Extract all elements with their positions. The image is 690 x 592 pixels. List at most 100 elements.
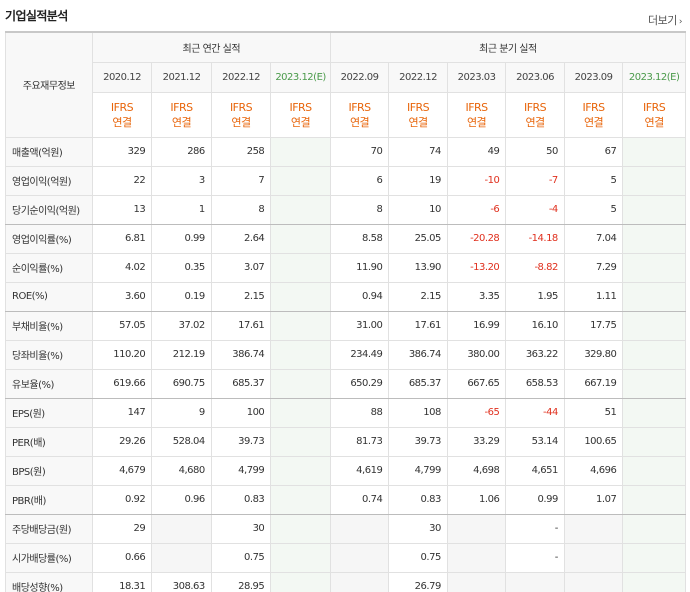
table-cell: -6	[446, 194, 507, 225]
table-cell: 18.31	[91, 571, 153, 592]
table-cell: 6	[329, 165, 390, 196]
table-cell: 329	[91, 136, 153, 167]
table-cell: 88	[329, 397, 390, 428]
table-cell: 0.99	[505, 484, 565, 515]
table-cell	[270, 281, 331, 312]
table-cell: 0.19	[151, 281, 212, 312]
table-cell	[622, 281, 686, 312]
table-cell: 29	[91, 513, 153, 544]
row-label: 주당배당금(원)	[5, 513, 93, 544]
basis-standard: IFRS	[229, 100, 253, 114]
table-cell: 329.80	[563, 339, 624, 370]
table-cell	[329, 542, 390, 573]
table-row: 당좌비율(%) 110.20 212.19 386.74 234.49 386.74 380…	[5, 339, 686, 370]
table-cell: 17.61	[210, 310, 272, 341]
period-header: 2023.09	[563, 61, 624, 93]
table-cell: 8	[329, 194, 390, 225]
table-cell: 4.02	[91, 252, 153, 283]
table-cell: -4	[505, 194, 565, 225]
table-cell: 0.83	[210, 484, 272, 515]
chevron-right-icon: ›	[678, 17, 683, 27]
table-cell: 57.05	[91, 310, 153, 341]
basis-header: IFRS 연결	[622, 91, 686, 138]
table-cell: 0.74	[329, 484, 390, 515]
period-header: 2023.03	[446, 61, 507, 93]
basis-scope: 연결	[644, 115, 665, 129]
table-cell: -13.20	[446, 252, 507, 283]
table-cell: 0.83	[388, 484, 448, 515]
table-cell	[505, 571, 565, 592]
table-cell: 4,679	[91, 455, 153, 486]
table-cell: 108	[388, 397, 448, 428]
table-cell: 31.00	[329, 310, 390, 341]
table-cell: 33.29	[446, 426, 507, 457]
table-cell: 7	[210, 165, 272, 196]
more-link[interactable]: 더보기 ›	[648, 12, 683, 28]
table-cell: -8.82	[505, 252, 565, 283]
table-row: ROE(%) 3.60 0.19 2.15 0.94 2.15 3.35 1.95 1.11	[5, 281, 686, 312]
corner-label: 주요재무정보	[5, 31, 93, 138]
table-cell	[622, 368, 686, 399]
period-header: 2022.12	[388, 61, 448, 93]
table-cell	[622, 571, 686, 592]
financial-summary-table: 주요재무정보 최근 연간 실적 최근 분기 실적 2020.12 2021.12 2…	[5, 31, 687, 592]
table-cell	[622, 165, 686, 196]
table-row: 배당성향(%) 18.31 308.63 28.95 26.79	[5, 571, 686, 592]
group-annual: 최근 연간 실적	[91, 31, 331, 63]
table-cell	[270, 571, 331, 592]
table-row: 부채비율(%) 57.05 37.02 17.61 31.00 17.61 16.99 16.…	[5, 310, 686, 341]
table-cell: 4,698	[446, 455, 507, 486]
basis-standard: IFRS	[406, 100, 430, 114]
table-cell: 17.61	[388, 310, 448, 341]
table-cell: 4,651	[505, 455, 565, 486]
table-cell: 53.14	[505, 426, 565, 457]
table-cell: 7.04	[563, 223, 624, 254]
row-label: 당기순이익(억원)	[5, 194, 93, 225]
table-cell	[622, 455, 686, 486]
table-cell: 8	[210, 194, 272, 225]
table-row: 주당배당금(원) 29 30 30 -	[5, 513, 686, 544]
table-cell: 4,619	[329, 455, 390, 486]
table-cell: 0.75	[388, 542, 448, 573]
row-label: EPS(원)	[5, 397, 93, 428]
table-cell: 81.73	[329, 426, 390, 457]
table-cell: -65	[446, 397, 507, 428]
table-cell: 26.79	[388, 571, 448, 592]
table-cell	[622, 136, 686, 167]
period-header: 2023.12(E)	[622, 61, 686, 93]
basis-header: IFRS 연결	[388, 91, 448, 138]
table-cell: 5	[563, 165, 624, 196]
table-cell: 0.66	[91, 542, 153, 573]
table-row: 당기순이익(억원) 13 1 8 8 10 -6 -4 5	[5, 194, 686, 225]
table-cell	[270, 368, 331, 399]
table-cell: -	[505, 542, 565, 573]
table-cell: 10	[388, 194, 448, 225]
table-cell: 1	[151, 194, 212, 225]
table-cell: 363.22	[505, 339, 565, 370]
table-cell: 37.02	[151, 310, 212, 341]
table-cell: 4,799	[388, 455, 448, 486]
row-label: PER(배)	[5, 426, 93, 457]
table-cell: 0.92	[91, 484, 153, 515]
period-header: 2020.12	[91, 61, 153, 93]
basis-standard: IFRS	[643, 100, 666, 114]
basis-header: IFRS 연결	[270, 91, 331, 138]
table-cell	[329, 513, 390, 544]
table-row: BPS(원) 4,679 4,680 4,799 4,619 4,799 4,698 4,65…	[5, 455, 686, 486]
row-label: 부채비율(%)	[5, 310, 93, 341]
section-title: 기업실적분석	[5, 9, 68, 23]
table-cell: -44	[505, 397, 565, 428]
row-label: 영업이익률(%)	[5, 223, 93, 254]
basis-standard: IFRS	[465, 100, 488, 114]
table-cell: 16.99	[446, 310, 507, 341]
table-cell: 8.58	[329, 223, 390, 254]
table-cell	[446, 513, 507, 544]
table-cell: 3	[151, 165, 212, 196]
table-cell	[151, 542, 212, 573]
table-cell	[270, 165, 331, 196]
basis-standard: IFRS	[289, 100, 312, 114]
table-cell: 386.74	[388, 339, 448, 370]
table-cell	[622, 484, 686, 515]
row-label: 유보율(%)	[5, 368, 93, 399]
row-label: 당좌비율(%)	[5, 339, 93, 370]
